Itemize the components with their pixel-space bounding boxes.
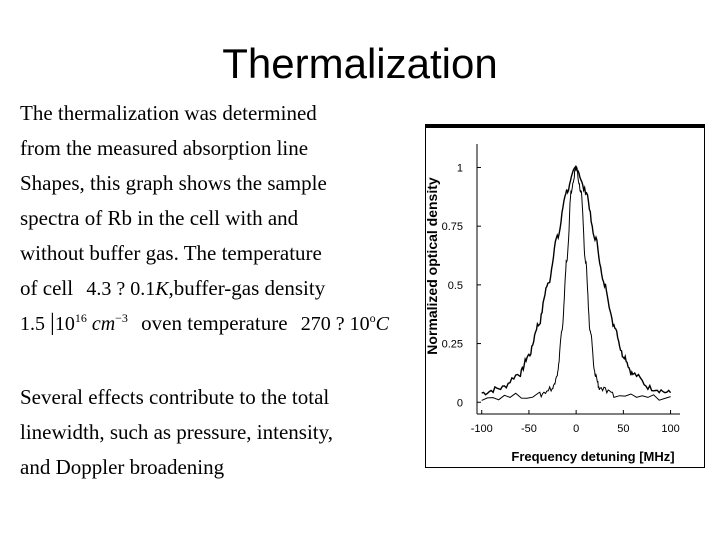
paragraph-line-cell-temp: of cell 4.3 ? 0.1K,buffer-gas density bbox=[20, 271, 325, 307]
paragraph-line: linewidth, such as pressure, intensity, bbox=[20, 420, 334, 444]
buffer-gas-density-math: 1.5 |1016 cm−3 bbox=[20, 310, 128, 336]
x-tick-label: 0 bbox=[573, 423, 579, 435]
slide-title: Thermalization bbox=[222, 40, 498, 87]
y-tick-label: 0.75 bbox=[442, 221, 463, 233]
series-line bbox=[481, 165, 671, 401]
paragraph-line: without buffer gas. The temperature bbox=[20, 241, 322, 265]
y-tick-label: 0 bbox=[457, 397, 463, 409]
x-tick-label: -100 bbox=[471, 423, 493, 435]
spectrum-chart-svg: 0 0.25 0.5 0.75 1 -100 -50 0 50 100 Frequency det… bbox=[424, 124, 705, 468]
text-buffer-gas-density: ,buffer-gas density bbox=[168, 276, 326, 300]
chart-series bbox=[481, 165, 672, 401]
paragraph-line: Shapes, this graph shows the sample bbox=[20, 171, 327, 195]
chart-axes: 0 0.25 0.5 0.75 1 -100 -50 0 50 100 bbox=[442, 144, 680, 435]
paragraph-line: from the measured absorption line bbox=[20, 136, 309, 160]
x-tick-label: 100 bbox=[661, 423, 679, 435]
paragraph-line: spectra of Rb in the cell with and bbox=[20, 206, 299, 230]
x-tick-label: -50 bbox=[521, 423, 537, 435]
spectrum-chart: 0 0.25 0.5 0.75 1 -100 -50 0 50 100 Frequency det… bbox=[424, 124, 705, 468]
oven-temperature-math: 270 ? 10oC bbox=[300, 311, 389, 335]
paragraph-line: and Doppler broadening bbox=[20, 455, 225, 479]
y-axis-label: Normalized optical density bbox=[425, 177, 440, 355]
y-tick-label: 0.25 bbox=[442, 339, 463, 351]
paragraph-line-density: 1.5 |1016 cm−3 oven temperature 270 ? 10… bbox=[20, 306, 389, 342]
chart-frame bbox=[425, 124, 705, 468]
paragraph-line: Several effects contribute to the total bbox=[20, 385, 330, 409]
x-axis-label: Frequency detuning [MHz] bbox=[511, 449, 674, 464]
y-tick-label: 1 bbox=[457, 162, 463, 174]
text-of-cell: of cell bbox=[20, 276, 74, 300]
text-oven-temperature: oven temperature bbox=[141, 311, 288, 335]
paragraph-line: The thermalization was determined bbox=[20, 101, 317, 125]
y-tick-label: 0.5 bbox=[448, 280, 463, 292]
x-tick-label: 50 bbox=[617, 423, 629, 435]
cell-temperature-math: 4.3 ? 0.1K bbox=[86, 278, 169, 300]
